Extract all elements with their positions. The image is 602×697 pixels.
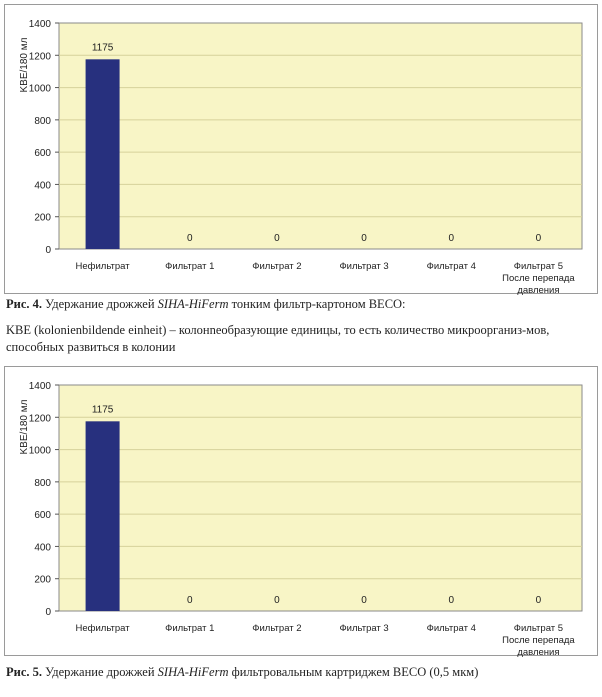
chart-figure-4: 0 200 400 600 800 1000 1200 1400 KBE/180 мл 1175 Н… xyxy=(4,4,598,295)
y-tick-label: 1400 xyxy=(29,381,52,392)
y-tick-label: 1000 xyxy=(29,446,52,457)
x-tick-label: После перепада xyxy=(502,273,575,284)
figure-5-number: Рис. 5. xyxy=(6,665,43,679)
x-tick-label: Фильтрат 4 xyxy=(427,623,476,634)
data-label: 0 xyxy=(361,233,367,244)
y-tick-label: 1400 xyxy=(29,19,52,30)
y-tick-label: 0 xyxy=(45,607,51,618)
bar xyxy=(85,59,120,250)
data-label: 0 xyxy=(274,595,280,606)
data-label: 0 xyxy=(274,233,280,244)
data-label: 0 xyxy=(448,233,454,244)
x-tick-label: После перепада xyxy=(502,635,575,646)
figure-5-text-before: Удержание дрожжей xyxy=(42,665,158,679)
y-tick-label: 1200 xyxy=(29,413,52,424)
y-tick-label: 200 xyxy=(34,575,51,586)
figure-4-brand: SIHA-HiFerm xyxy=(157,297,229,311)
data-label: 0 xyxy=(187,595,193,606)
x-tick-label: Нефильтрат xyxy=(76,623,131,634)
y-tick-label: 200 xyxy=(34,213,51,224)
chart-figure-5: 0 200 400 600 800 1000 1200 1400 KBE/180 мл 1175 Н… xyxy=(4,366,598,657)
x-tick-label: Фильтрат 1 xyxy=(165,261,214,272)
y-tick-label: 800 xyxy=(34,116,51,127)
data-label: 1175 xyxy=(92,42,114,53)
data-label: 0 xyxy=(187,233,193,244)
x-tick-label: Фильтрат 5 xyxy=(514,623,563,634)
x-tick-label: Фильтрат 3 xyxy=(339,261,388,272)
data-label: 0 xyxy=(536,595,542,606)
y-tick-label: 400 xyxy=(34,542,51,553)
plot-area xyxy=(58,22,583,250)
figure-5-text-after: фильтровальным картриджем BECO (0,5 мкм) xyxy=(228,665,479,679)
x-tick-label: Фильтрат 2 xyxy=(252,261,301,272)
data-label: 0 xyxy=(361,595,367,606)
y-tick-label: 1000 xyxy=(29,84,52,95)
y-tick-label: 400 xyxy=(34,180,51,191)
x-tick-label: Фильтрат 1 xyxy=(165,623,214,634)
y-tick-label: 600 xyxy=(34,510,51,521)
x-tick-label: Фильтрат 3 xyxy=(339,623,388,634)
bar xyxy=(85,421,120,611)
figure-5-brand: SIHA-HiFerm xyxy=(157,665,229,679)
y-axis-label: KBE/180 мл xyxy=(19,37,30,92)
data-label: 1175 xyxy=(92,404,114,415)
x-tick-label: давления xyxy=(517,647,559,657)
data-label: 0 xyxy=(448,595,454,606)
figure-5-caption: Рис. 5. Удержание дрожжей SIHA-HiFerm фи… xyxy=(6,664,598,681)
figure-4-caption: Рис. 4. Удержание дрожжей SIHA-HiFerm то… xyxy=(6,296,598,313)
x-tick-label: Нефильтрат xyxy=(76,261,131,272)
figure-4-text-before: Удержание дрожжей xyxy=(42,297,158,311)
plot-area xyxy=(58,384,583,612)
figure-4-number: Рис. 4. xyxy=(6,297,43,311)
chart-figure-5-svg: 0 200 400 600 800 1000 1200 1400 KBE/180 мл 1175 Н… xyxy=(19,381,583,657)
y-tick-label: 800 xyxy=(34,478,51,489)
y-axis-label: KBE/180 мл xyxy=(19,399,30,454)
x-tick-label: Фильтрат 4 xyxy=(427,261,476,272)
y-tick-label: 1200 xyxy=(29,51,52,62)
x-tick-label: Фильтрат 5 xyxy=(514,261,563,272)
y-tick-label: 0 xyxy=(45,245,51,256)
y-tick-label: 600 xyxy=(34,148,51,159)
x-tick-label: Фильтрат 2 xyxy=(252,623,301,634)
figure-4-note: KBE (kolonienbildende einheit) – колонne… xyxy=(6,323,550,354)
x-tick-label: давления xyxy=(517,285,559,295)
data-label: 0 xyxy=(536,233,542,244)
figure-4-text-after: тонким фильтр-картоном BECO: xyxy=(228,297,406,311)
chart-figure-4-svg: 0 200 400 600 800 1000 1200 1400 KBE/180 мл 1175 Н… xyxy=(19,19,583,295)
